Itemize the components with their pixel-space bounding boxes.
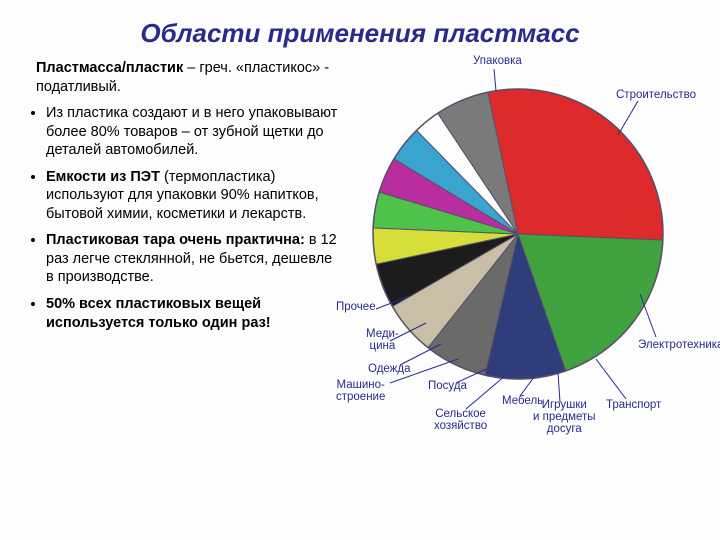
bullet-item: Емкости из ПЭТ (термопластика) использую… [46, 168, 338, 224]
bullet-item: Пластиковая тара очень практична: в 12 р… [46, 231, 338, 287]
slice-label: Упаковка [473, 55, 522, 67]
label-pointer [400, 344, 441, 365]
bullet-list: Из пластика создают и в него упаковывают… [18, 104, 338, 332]
slice-label: Меди-цина [366, 328, 399, 352]
label-pointer [494, 69, 496, 91]
slice-label: Мебель [502, 395, 543, 407]
label-pointer [596, 359, 626, 399]
slice-label: Посуда [428, 380, 467, 392]
page-title: Области применения пластмасс [18, 18, 702, 49]
bullet-item: 50% всех пластиковых вещей используется … [46, 295, 338, 332]
slice-label: Машино-строение [336, 379, 385, 403]
slide: Области применения пластмасс Пластмасса/… [0, 0, 720, 540]
text-column: Пластмасса/пластик – греч. «пластикос» -… [18, 59, 338, 340]
bullet-item: Из пластика создают и в него упаковывают… [46, 104, 338, 160]
label-pointer [520, 377, 534, 396]
slice-label: Сельскоехозяйство [434, 408, 487, 432]
intro-text: Пластмасса/пластик – греч. «пластикос» -… [36, 59, 338, 96]
label-pointer [558, 373, 560, 402]
slice-label: Прочее [336, 301, 376, 313]
label-pointer [618, 101, 638, 135]
slice-label: Строительство [616, 89, 696, 101]
label-pointer [640, 294, 656, 337]
slice-label: Электротехника [638, 339, 720, 351]
label-pointer [466, 375, 506, 409]
chart-column: УпаковкаСтроительствоЭлектротехникаТранс… [338, 59, 698, 479]
slice-label: Транспорт [606, 399, 661, 411]
content-columns: Пластмасса/пластик – греч. «пластикос» -… [18, 59, 702, 479]
slice-label: Одежда [368, 363, 410, 375]
